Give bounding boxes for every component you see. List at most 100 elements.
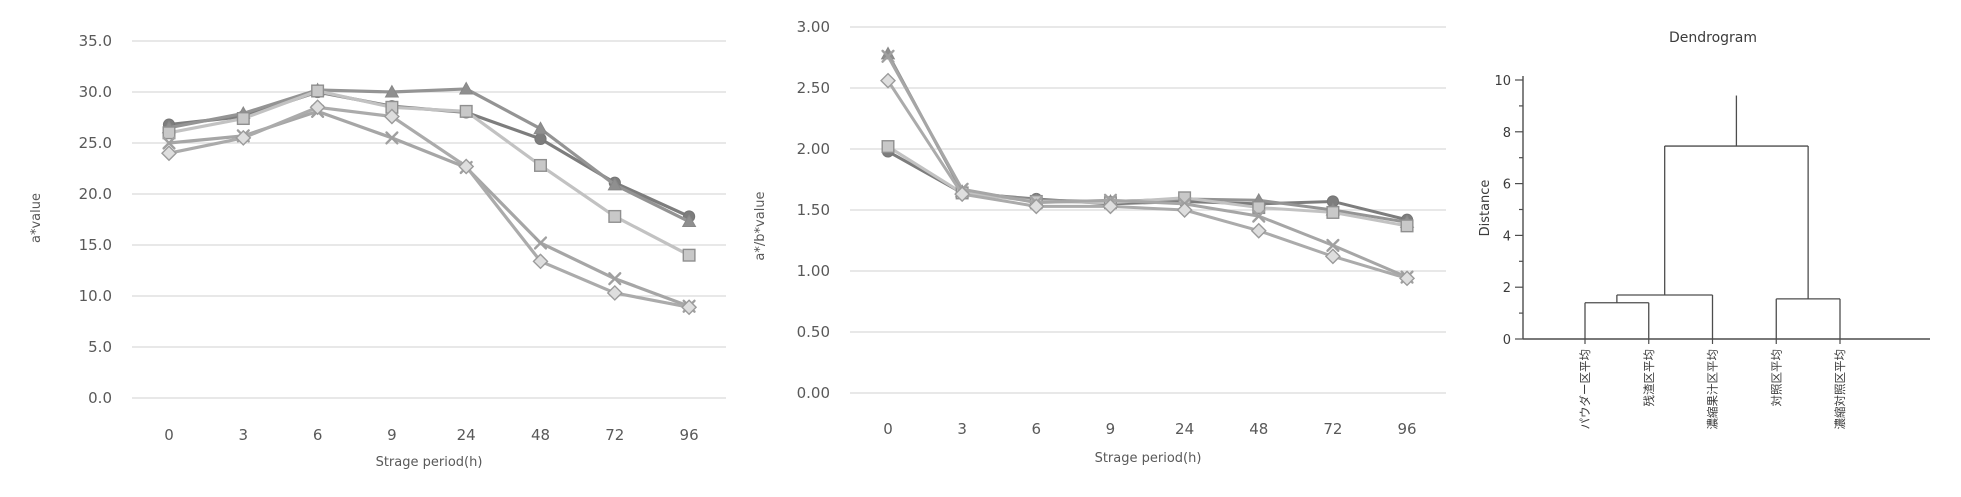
chart2-ytick-labels: 3.00 2.50 2.00 1.50 1.00 0.50 0.00 bbox=[797, 18, 830, 402]
diamond-series bbox=[880, 72, 1416, 287]
x-tick-label: 9 bbox=[1106, 420, 1116, 438]
y-tick-label: 0.00 bbox=[797, 384, 830, 402]
x-marker bbox=[533, 236, 548, 250]
dendrogram-cluster-links bbox=[1584, 95, 1841, 339]
triangle-marker bbox=[607, 177, 623, 191]
x-tick-label: 0 bbox=[164, 426, 174, 444]
chart1-xtick-labels: 0 3 6 9 24 48 72 96 bbox=[164, 426, 698, 444]
diamond-marker bbox=[954, 186, 971, 203]
x-tick-label: 3 bbox=[239, 426, 249, 444]
leaf-label: 対照区平均 bbox=[1769, 349, 1783, 407]
x-series-line bbox=[886, 54, 1409, 279]
x-marker bbox=[162, 136, 176, 150]
chart2-y-axis-title: a*/b*value bbox=[753, 191, 768, 260]
chart1-gridlines bbox=[132, 40, 726, 399]
a-value-line-chart: 35.0 30.0 25.0 20.0 15.0 10.0 5.0 0.0 0 3 6 9 24 48 7… bbox=[29, 32, 726, 470]
x-marker bbox=[608, 272, 622, 286]
chart2-x-axis-title: Strage period(h) bbox=[1095, 451, 1202, 466]
x-tick-label: 72 bbox=[1323, 420, 1342, 438]
dendrogram-title: Dendrogram bbox=[1669, 30, 1757, 46]
triangle-marker bbox=[533, 121, 548, 135]
square-series-line bbox=[886, 145, 1409, 228]
x-tick-label: 6 bbox=[313, 426, 323, 444]
diamond-marker bbox=[1176, 202, 1193, 218]
diamond-marker bbox=[681, 299, 698, 316]
square-marker bbox=[1326, 205, 1340, 219]
chart1-y-axis-title: a*value bbox=[29, 193, 44, 243]
triangle-series-line bbox=[167, 87, 691, 224]
x-tick-label: 96 bbox=[1398, 420, 1417, 438]
square-marker bbox=[682, 248, 696, 262]
leaf-label: パウダー区平均 bbox=[1578, 349, 1592, 430]
diamond-marker bbox=[383, 108, 400, 125]
triangle-marker bbox=[458, 81, 474, 95]
square-marker bbox=[1252, 201, 1266, 215]
square-marker bbox=[162, 126, 176, 140]
square-marker bbox=[236, 112, 250, 126]
x-marker bbox=[1252, 209, 1266, 223]
y-tick-label: 20.0 bbox=[79, 185, 112, 203]
chart2-gridlines bbox=[850, 26, 1446, 394]
diamond-marker bbox=[458, 158, 475, 175]
x-marker bbox=[385, 131, 399, 145]
distance-tick-label: 4 bbox=[1503, 229, 1511, 244]
diamond-marker bbox=[1324, 248, 1341, 265]
square-series-line bbox=[167, 89, 691, 257]
diamond-marker bbox=[1102, 198, 1119, 215]
x-tick-label: 24 bbox=[1175, 420, 1194, 438]
chart1-x-axis-title: Strage period(h) bbox=[376, 455, 483, 470]
square-marker bbox=[459, 104, 473, 118]
y-tick-label: 10.0 bbox=[79, 287, 112, 305]
x-tick-label: 9 bbox=[387, 426, 397, 444]
square-series bbox=[162, 84, 696, 262]
distance-tick-label: 8 bbox=[1503, 126, 1511, 141]
x-tick-label: 96 bbox=[680, 426, 699, 444]
diamond-marker bbox=[606, 284, 623, 301]
x-tick-label: 3 bbox=[957, 420, 967, 438]
x-tick-label: 48 bbox=[531, 426, 550, 444]
y-tick-label: 0.0 bbox=[88, 389, 112, 407]
dendrogram-y-axis-title: Distance bbox=[1478, 180, 1493, 237]
diamond-marker bbox=[1399, 270, 1416, 287]
diamond-marker bbox=[1250, 222, 1267, 239]
y-tick-label: 2.00 bbox=[797, 140, 830, 158]
y-tick-label: 2.50 bbox=[797, 79, 830, 97]
diamond-series-line bbox=[886, 79, 1409, 280]
square-marker bbox=[534, 158, 548, 172]
dendrogram-panel: Dendrogram Distance 0 2 4 6 8 10 パウダー区平均 残渣区平均… bbox=[1478, 30, 1930, 430]
diamond-marker bbox=[1028, 198, 1045, 215]
x-series bbox=[881, 49, 1414, 284]
distance-tick-label: 6 bbox=[1503, 178, 1511, 193]
square-marker bbox=[881, 140, 895, 154]
square-marker bbox=[1178, 191, 1192, 205]
leaf-label: 濃縮対照区平均 bbox=[1833, 349, 1847, 430]
square-marker bbox=[608, 209, 622, 223]
leaf-label: 残渣区平均 bbox=[1642, 349, 1656, 407]
x-tick-label: 24 bbox=[457, 426, 476, 444]
dendrogram-leaf-labels: パウダー区平均 残渣区平均 濃縮果汁区平均 対照区平均 濃縮対照区平均 bbox=[1578, 349, 1847, 430]
x-tick-label: 6 bbox=[1032, 420, 1042, 438]
ab-ratio-line-chart: 3.00 2.50 2.00 1.50 1.00 0.50 0.00 0 3 6 9 24 48 72 9… bbox=[753, 18, 1446, 466]
y-tick-label: 15.0 bbox=[79, 236, 112, 254]
circle-marker bbox=[534, 132, 547, 146]
distance-tick-label: 10 bbox=[1494, 74, 1511, 89]
y-tick-label: 3.00 bbox=[797, 18, 830, 36]
y-tick-label: 25.0 bbox=[79, 134, 112, 152]
chart2-series-lines bbox=[880, 46, 1416, 287]
diamond-series bbox=[161, 99, 698, 316]
diamond-marker bbox=[309, 99, 326, 116]
leaf-label: 濃縮果汁区平均 bbox=[1706, 349, 1720, 430]
x-tick-label: 0 bbox=[883, 420, 893, 438]
y-tick-label: 1.00 bbox=[797, 262, 830, 280]
y-tick-label: 1.50 bbox=[797, 201, 830, 219]
diamond-marker bbox=[880, 72, 896, 89]
triangle-marker bbox=[384, 84, 400, 98]
dendrogram-axes: 0 2 4 6 8 10 bbox=[1494, 74, 1930, 348]
y-tick-label: 30.0 bbox=[79, 83, 112, 101]
chart1-ytick-labels: 35.0 30.0 25.0 20.0 15.0 10.0 5.0 0.0 bbox=[79, 32, 112, 407]
distance-tick-label: 2 bbox=[1503, 281, 1511, 296]
square-marker bbox=[311, 84, 325, 98]
chart1-series-lines bbox=[161, 81, 698, 316]
